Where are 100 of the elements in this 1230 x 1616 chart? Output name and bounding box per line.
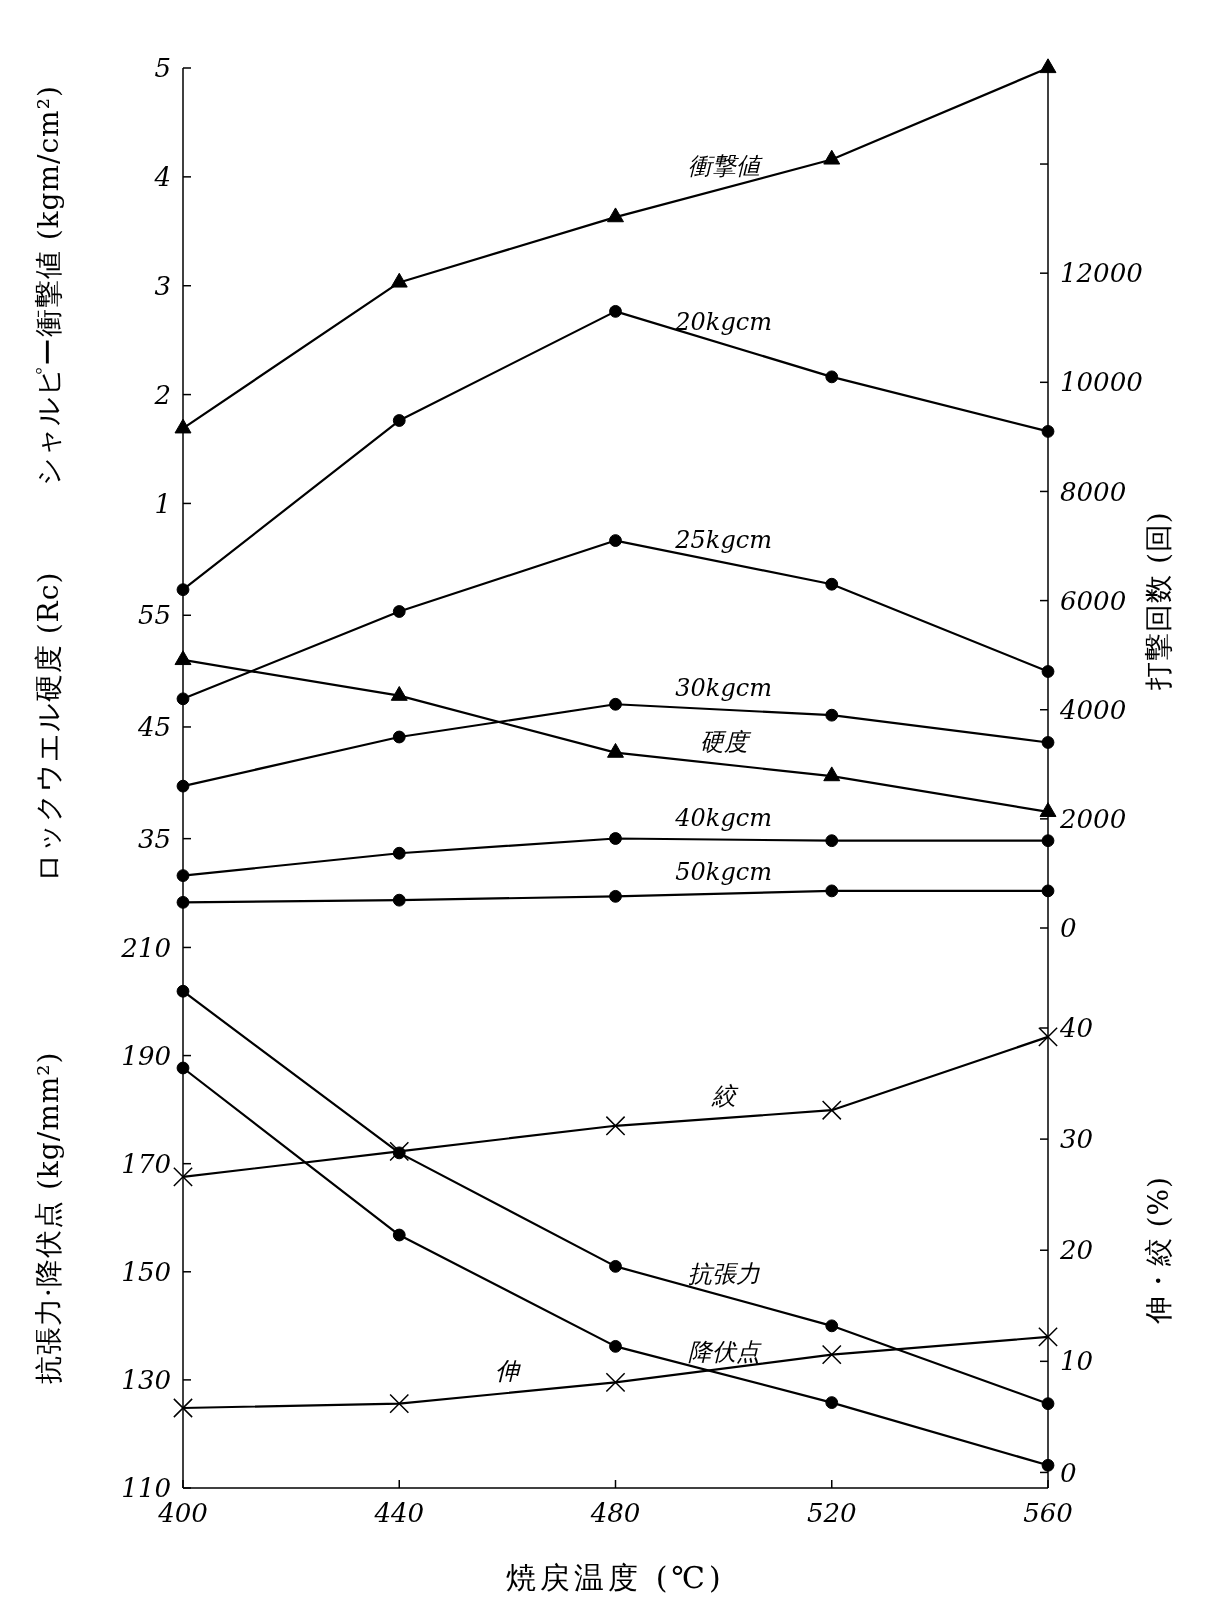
point: [392, 730, 406, 744]
y2-tick-label: 0: [1060, 913, 1077, 944]
y-tick-label: 2: [153, 379, 171, 410]
y-tick-label: 1: [154, 488, 171, 519]
point: [609, 1259, 622, 1273]
point: [173, 1398, 193, 1418]
point: [1041, 884, 1055, 898]
y-axis-title: 抗張力·降伏点 (kg/mm²): [31, 1051, 65, 1384]
y-axis-title: シャルピー衝撃値 (kgm/cm²): [31, 85, 65, 487]
y2-tick-label: 40: [1059, 1013, 1094, 1044]
y-tick-label: 5: [154, 53, 171, 84]
y-tick-label: 3: [154, 270, 171, 301]
series-label: 衝撃値: [687, 152, 763, 181]
y2-tick-label: 12000: [1060, 258, 1143, 289]
series-label: 30kgcm: [675, 673, 772, 702]
point: [821, 1344, 842, 1365]
point: [1039, 802, 1057, 817]
point: [823, 766, 841, 782]
y2-tick-label: 2000: [1059, 803, 1127, 834]
point: [174, 418, 192, 434]
point: [392, 1228, 406, 1242]
point: [607, 742, 624, 758]
point: [392, 1146, 406, 1160]
point: [176, 692, 190, 706]
series-label: 25kgcm: [674, 526, 772, 555]
point: [173, 1166, 193, 1187]
y-tick-label: 4: [153, 161, 171, 192]
point: [176, 869, 190, 883]
y2-axis-title: 打撃回数 (回): [1141, 511, 1175, 691]
point: [825, 884, 839, 898]
point: [821, 1100, 842, 1121]
series-label: 抗張力: [687, 1260, 760, 1289]
y-tick-label: 210: [120, 932, 171, 963]
point: [392, 414, 406, 427]
y-tick-label: 170: [121, 1148, 171, 1179]
point: [609, 304, 622, 318]
point: [174, 650, 192, 666]
point: [605, 1115, 626, 1136]
point: [825, 708, 839, 722]
point: [825, 1319, 839, 1333]
y2-tick-label: 20: [1059, 1235, 1094, 1266]
point: [390, 685, 408, 701]
y2-tick-label: 8000: [1060, 476, 1127, 507]
point: [609, 1339, 622, 1353]
point: [392, 605, 406, 618]
point: [1041, 736, 1055, 749]
x-tick-label: 520: [806, 1498, 857, 1528]
y2-tick-label: 0: [1060, 1457, 1077, 1488]
point: [609, 889, 622, 903]
point: [390, 272, 408, 288]
x-tick-label: 400: [157, 1498, 208, 1528]
point: [176, 895, 190, 909]
series-label: 40kgcm: [674, 803, 772, 832]
x-tick-label: 560: [1023, 1498, 1073, 1528]
y-tick-label: 190: [121, 1040, 171, 1071]
y-tick-label: 150: [121, 1256, 171, 1287]
series-label: 50kgcm: [675, 857, 772, 886]
series-label: 絞: [710, 1082, 739, 1110]
point: [1041, 1397, 1055, 1411]
series-label: 降伏点: [687, 1338, 762, 1367]
series-label: 伸: [495, 1357, 522, 1385]
y3-tick-label: 55: [137, 600, 171, 631]
point: [1038, 1026, 1058, 1047]
point: [825, 370, 839, 384]
x-tick-label: 440: [373, 1498, 425, 1528]
point: [1041, 1458, 1055, 1472]
point: [392, 846, 406, 860]
point: [176, 779, 190, 793]
point: [823, 149, 841, 165]
y2-tick-label: 4000: [1059, 694, 1127, 725]
point: [605, 1372, 626, 1393]
point: [825, 834, 839, 848]
point: [1041, 665, 1055, 678]
point: [825, 1396, 839, 1409]
point: [176, 984, 190, 998]
point: [609, 832, 622, 845]
point: [176, 1061, 190, 1075]
series-label: 硬度: [699, 728, 752, 757]
point: [609, 697, 622, 711]
point: [825, 577, 839, 591]
point: [607, 207, 624, 223]
y2-tick-label: 30: [1060, 1124, 1094, 1155]
point: [1039, 58, 1057, 74]
series-label: 20kgcm: [674, 308, 772, 337]
point: [392, 893, 406, 907]
y2-tick-label: 10: [1060, 1346, 1094, 1377]
y2-axis-title: 伸・絞 (%): [1141, 1176, 1175, 1326]
y-tick-label: 130: [121, 1364, 171, 1395]
point: [389, 1393, 410, 1414]
x-tick-label: 480: [589, 1498, 641, 1528]
y3-tick-label: 45: [136, 712, 171, 743]
x-axis-title: 焼戻温度 (℃): [506, 1560, 725, 1595]
point: [1041, 425, 1055, 438]
point: [1038, 1326, 1058, 1347]
y2-tick-label: 6000: [1060, 585, 1127, 616]
y3-tick-label: 35: [137, 823, 171, 854]
point: [389, 1141, 410, 1162]
point: [1041, 834, 1055, 848]
y2-tick-label: 10000: [1060, 367, 1143, 398]
point: [176, 583, 190, 597]
